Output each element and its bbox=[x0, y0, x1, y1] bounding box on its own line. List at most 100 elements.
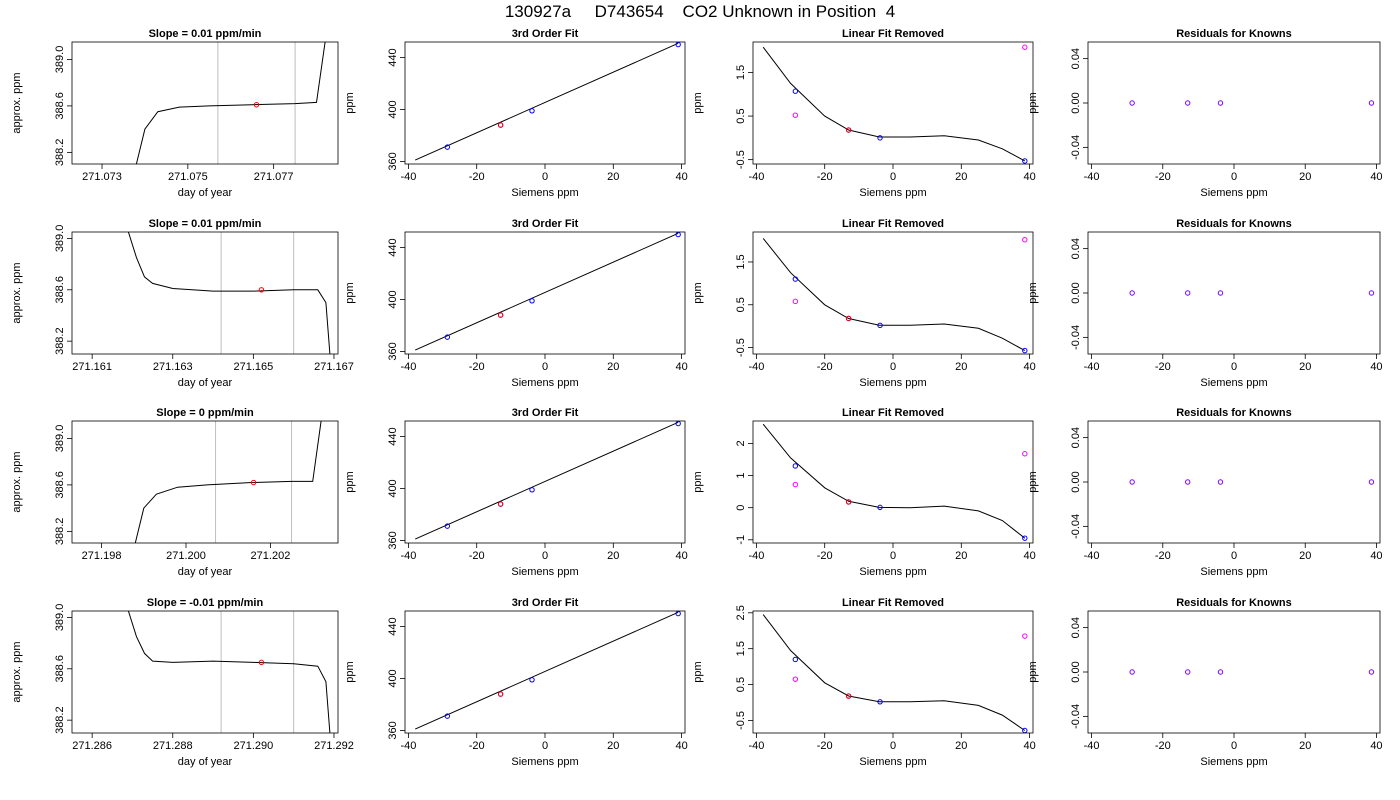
y-tick-label: 0.00 bbox=[1070, 92, 1082, 113]
residual-point bbox=[1185, 100, 1191, 106]
y-axis-label: ppm bbox=[692, 471, 704, 492]
x-tick-label: 20 bbox=[955, 171, 967, 183]
residual-point bbox=[1217, 290, 1224, 296]
raw-point bbox=[1022, 451, 1028, 457]
chart-panel: 3rd Order Fit Siemens ppm ppm -40 -20 0 20 40 36… bbox=[344, 597, 688, 768]
plot-area bbox=[414, 611, 681, 730]
x-tick-label: 0 bbox=[1231, 740, 1237, 752]
y-tick-label: 0.5 bbox=[735, 297, 747, 312]
x-tick-label: 20 bbox=[607, 171, 619, 183]
plot-frame bbox=[1087, 41, 1381, 165]
residual-curve bbox=[762, 423, 1026, 539]
chart-title: Linear Fit Removed bbox=[842, 28, 944, 40]
x-tick-label: 271.200 bbox=[166, 550, 206, 562]
x-tick-label: -40 bbox=[400, 550, 416, 562]
y-tick-label: 388.2 bbox=[54, 327, 66, 355]
known-point bbox=[792, 656, 799, 663]
x-axis-label: Siemens ppm bbox=[1200, 756, 1267, 768]
x-tick-label: 0 bbox=[890, 171, 896, 183]
residual-point bbox=[1129, 479, 1135, 485]
chart-title: 3rd Order Fit bbox=[512, 407, 579, 419]
raw-point bbox=[792, 676, 799, 682]
known-point bbox=[877, 699, 883, 705]
x-tick-label: 0 bbox=[542, 550, 548, 562]
x-tick-label: 271.292 bbox=[314, 740, 354, 752]
x-axis-label: Siemens ppm bbox=[859, 377, 926, 389]
plot-area bbox=[1129, 100, 1375, 106]
x-tick-label: 271.290 bbox=[233, 740, 273, 752]
x-tick-label: -20 bbox=[817, 740, 833, 752]
chart-title: 3rd Order Fit bbox=[512, 597, 579, 609]
y-tick-label: 400 bbox=[387, 100, 399, 118]
residual-curve bbox=[762, 238, 1026, 352]
y-tick-label: -0.04 bbox=[1070, 704, 1082, 729]
residual-point bbox=[1368, 290, 1375, 296]
plot-area bbox=[414, 42, 681, 161]
chart-panel: Linear Fit Removed Siemens ppm ppm -40 -20 0 2… bbox=[692, 218, 1036, 389]
residual-point bbox=[1368, 669, 1375, 675]
chart-title: Residuals for Knowns bbox=[1176, 28, 1292, 40]
y-axis-label: ppm bbox=[692, 282, 704, 303]
x-tick-label: -20 bbox=[1155, 550, 1171, 562]
y-tick-label: 360 bbox=[387, 531, 399, 549]
plot-area bbox=[1129, 479, 1375, 485]
y-tick-label: 2.5 bbox=[735, 605, 747, 620]
unknown-marker bbox=[258, 287, 265, 293]
x-tick-label: -40 bbox=[748, 361, 764, 373]
plot-frame bbox=[404, 610, 686, 734]
raw-point bbox=[1022, 44, 1028, 50]
unknown-point bbox=[845, 315, 852, 322]
y-tick-label: 0.04 bbox=[1070, 617, 1082, 638]
x-axis-label: day of year bbox=[178, 377, 233, 389]
y-axis-label: approx. ppm bbox=[11, 72, 23, 133]
chart-panel: Slope = -0.01 ppm/min day of year approx. … bbox=[11, 597, 354, 768]
fit-line bbox=[414, 42, 679, 161]
x-tick-label: 0 bbox=[542, 171, 548, 183]
chart-panel: Linear Fit Removed Siemens ppm ppm -40 -20 0 2… bbox=[692, 407, 1036, 578]
x-axis-label: Siemens ppm bbox=[1200, 566, 1267, 578]
chart-panel: Linear Fit Removed Siemens ppm ppm -40 -20 0 2… bbox=[692, 28, 1036, 199]
x-axis-label: Siemens ppm bbox=[859, 187, 926, 199]
series-line bbox=[127, 611, 331, 733]
x-tick-label: 271.163 bbox=[153, 361, 193, 373]
x-tick-label: 40 bbox=[1370, 550, 1382, 562]
x-tick-label: -20 bbox=[817, 550, 833, 562]
series-line bbox=[135, 42, 326, 164]
x-axis-label: Siemens ppm bbox=[1200, 187, 1267, 199]
y-tick-label: 440 bbox=[387, 617, 399, 635]
y-tick-label: 400 bbox=[387, 479, 399, 497]
x-tick-label: -40 bbox=[400, 361, 416, 373]
x-axis-label: Siemens ppm bbox=[511, 377, 578, 389]
x-tick-label: -40 bbox=[1084, 550, 1100, 562]
y-tick-label: 360 bbox=[387, 721, 399, 739]
x-axis-label: Siemens ppm bbox=[511, 187, 578, 199]
x-tick-label: 0 bbox=[890, 361, 896, 373]
known-point bbox=[792, 88, 799, 94]
x-tick-label: 40 bbox=[1023, 361, 1035, 373]
fit-line bbox=[414, 611, 679, 730]
y-tick-label: 440 bbox=[387, 238, 399, 256]
x-tick-label: 40 bbox=[1370, 740, 1382, 752]
x-axis-label: day of year bbox=[178, 187, 233, 199]
chart-panel: Slope = 0.01 ppm/min day of year approx. p… bbox=[11, 28, 339, 199]
known-point bbox=[877, 135, 883, 141]
raw-point bbox=[792, 112, 799, 118]
x-tick-label: 271.288 bbox=[153, 740, 193, 752]
residual-point bbox=[1129, 290, 1135, 296]
y-tick-label: 0.5 bbox=[735, 677, 747, 692]
y-axis-label: ppm bbox=[1027, 282, 1039, 303]
y-tick-label: -0.04 bbox=[1070, 514, 1082, 539]
y-tick-label: 400 bbox=[387, 290, 399, 308]
plot-area bbox=[1129, 669, 1375, 675]
y-tick-label: 0 bbox=[735, 505, 747, 511]
y-tick-label: 389.0 bbox=[54, 604, 66, 632]
residual-point bbox=[1217, 669, 1224, 675]
plot-area bbox=[127, 611, 331, 733]
x-tick-label: 20 bbox=[955, 740, 967, 752]
residual-curve bbox=[762, 46, 1026, 162]
y-tick-label: 1.5 bbox=[735, 254, 747, 269]
fit-line bbox=[414, 421, 679, 540]
x-tick-label: 271.161 bbox=[72, 361, 112, 373]
x-tick-label: -40 bbox=[748, 171, 764, 183]
y-tick-label: 388.6 bbox=[54, 276, 66, 304]
